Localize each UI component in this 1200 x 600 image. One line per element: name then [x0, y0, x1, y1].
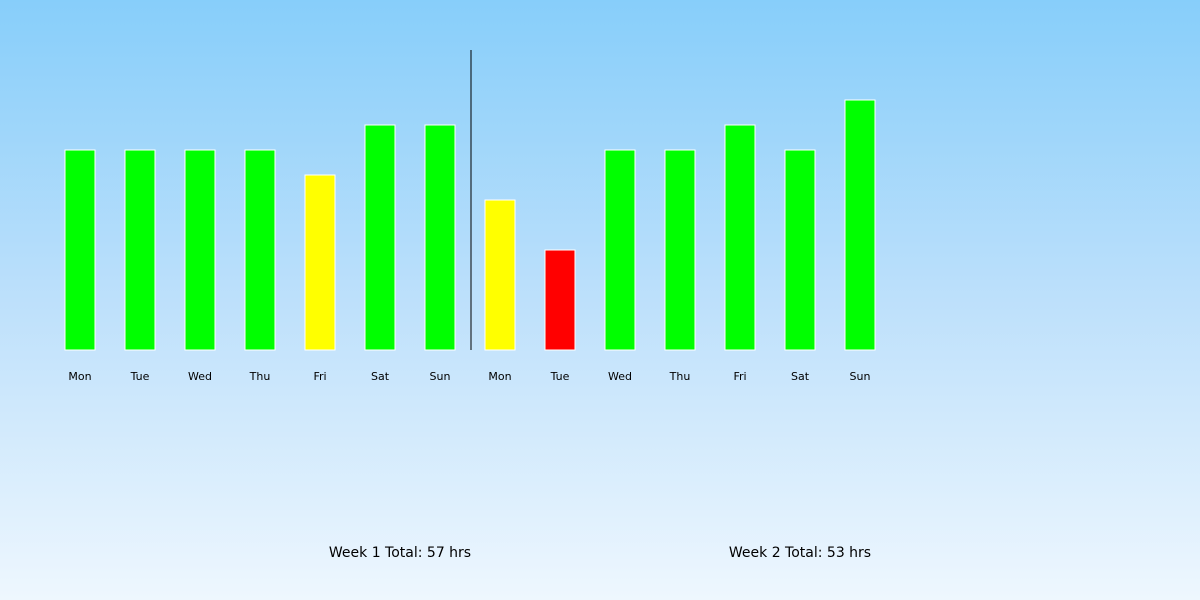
day-label-week2-wed: Wed [608, 370, 632, 383]
day-label-week2-fri: Fri [733, 370, 746, 383]
day-label-week1-mon: Mon [68, 370, 91, 383]
day-label-week1-wed: Wed [188, 370, 212, 383]
day-label-week1-sun: Sun [430, 370, 451, 383]
week-2-total-label: Week 2 Total: 53 hrs [728, 545, 872, 561]
day-label-week2-sat: Sat [791, 370, 810, 383]
day-label-week2-mon: Mon [488, 370, 511, 383]
bar-week2-mon [484, 199, 516, 351]
day-label-week1-thu: Thu [249, 370, 271, 383]
bar-week1-mon [64, 149, 96, 351]
bar-week1-tue [124, 149, 156, 351]
bar-week2-tue [544, 249, 576, 351]
day-label-week2-thu: Thu [669, 370, 691, 383]
bar-week1-wed [184, 149, 216, 351]
bars-layer [64, 99, 876, 351]
week-1-total-label: Week 1 Total: 57 hrs [328, 545, 472, 561]
bar-week2-thu [664, 149, 696, 351]
bar-week2-wed [604, 149, 636, 351]
bar-week1-sat [364, 124, 396, 351]
bar-week2-sat [784, 149, 816, 351]
day-labels-layer: Mon Tue Wed Thu Fri Sat Sun Mon Tue Wed Thu Fri Sat S… [68, 370, 870, 383]
bar-week1-thu [244, 149, 276, 351]
bar-week2-sun [844, 99, 876, 351]
day-label-week2-tue: Tue [550, 370, 570, 383]
day-label-week1-fri: Fri [313, 370, 326, 383]
day-label-week2-sun: Sun [850, 370, 871, 383]
day-label-week1-sat: Sat [371, 370, 390, 383]
bar-week2-fri [724, 124, 756, 351]
bar-week1-sun [424, 124, 456, 351]
bar-week1-fri [304, 174, 336, 351]
day-label-week1-tue: Tue [130, 370, 150, 383]
